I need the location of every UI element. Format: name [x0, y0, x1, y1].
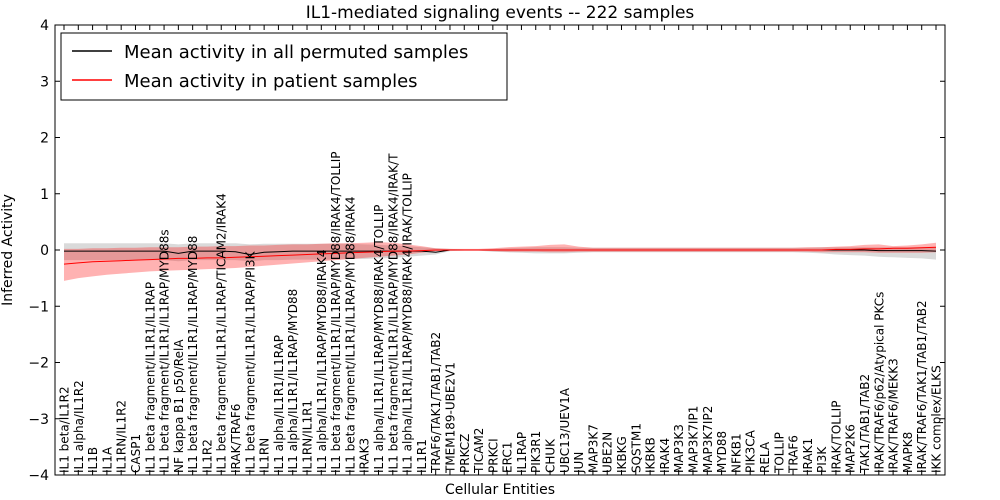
x-tick-label: MYD88	[715, 431, 729, 473]
x-tick-label: MAP3K7IP1	[687, 406, 701, 473]
y-tick-label: 2	[40, 131, 49, 147]
x-tick-label: IKK complex/ELKS	[930, 365, 944, 473]
x-tick-label: IL1 beta fragment/IL1R1/IL1RAP/MYD88/IRA…	[343, 196, 357, 473]
x-tick-label: PIK3CA	[744, 429, 758, 473]
y-tick-label: 3	[40, 74, 49, 90]
y-tick-label: −4	[28, 468, 49, 484]
x-tick-label: IL1 beta fragment/IL1R1/IL1RAP/TICAM2/IR…	[215, 193, 229, 473]
x-tick-label: IL1 alpha/IL1R1/IL1RAP/MYD88/IRAK4	[315, 250, 329, 473]
x-tick-label: IL1RAP	[515, 432, 529, 473]
x-tick-label: IRAK/TRAF6	[229, 404, 243, 473]
x-tick-label: IRAK/TRAF6/MEKK3	[887, 358, 901, 473]
x-tick-label: IL1RN	[258, 438, 272, 473]
x-tick-label: IL1 alpha/IL1R1/IL1RAP/MYD88/IRAK4/IRAK/…	[401, 173, 415, 473]
x-tick-label: IRAK/TRAF6/TAK1/TAB1/TAB2	[915, 300, 929, 473]
x-tick-label: PRKCI	[486, 438, 500, 473]
x-tick-label: MAP3K3	[672, 424, 686, 473]
legend: Mean activity in all permuted samples Me…	[60, 32, 508, 101]
y-tick-label: −1	[28, 299, 49, 315]
series-lines	[63, 246, 937, 265]
x-tick-label: IL1A	[100, 446, 114, 473]
x-tick-label: IL1 alpha/IL1R2	[72, 380, 86, 473]
x-tick-label: IRAK/TRAF6/p62/Atypical PKCs	[872, 292, 886, 473]
x-axis: IL1 beta/IL1R2 IL1 alpha/IL1R2 IL1B IL1A IL1…	[58, 25, 944, 475]
x-tick-label: UBE2N	[601, 432, 615, 473]
chart-title: IL1-mediated signaling events -- 222 sam…	[306, 3, 695, 23]
x-tick-label: TRAF6	[787, 435, 801, 474]
legend-box	[60, 32, 508, 101]
x-tick-label: JUN	[572, 452, 586, 474]
x-tick-label: MAPK8	[901, 432, 915, 473]
legend-label-patient: Mean activity in patient samples	[124, 71, 418, 92]
x-tick-label: MAP3K7	[586, 424, 600, 473]
x-tick-label: IL1 alpha/IL1R1/IL1RAP/MYD88/IRAK4/TOLLI…	[372, 205, 386, 473]
x-tick-label: MAP3K7IP2	[701, 406, 715, 473]
x-tick-label: IRAK1	[801, 438, 815, 473]
x-tick-label: MAP2K6	[844, 424, 858, 473]
x-tick-label: IL1B	[86, 447, 100, 473]
x-tick-label: IL1 alpha/IL1R1/IL1RAP/MYD88	[286, 289, 300, 473]
x-tick-label: IL1R1	[415, 439, 429, 473]
x-tick-label: IL1 beta fragment/IL1R1/IL1RAP/MYD88/IRA…	[386, 153, 400, 473]
y-tick-label: 0	[40, 243, 49, 259]
x-tick-label: IL1 beta fragment/IL1R1/IL1RAP/MYD88	[186, 236, 200, 473]
x-tick-label: IL1 beta fragment/IL1R1/IL1RAP/MYD88s	[158, 229, 172, 473]
x-tick-label: SQSTM1	[629, 423, 643, 473]
y-axis-label: Inferred Activity	[0, 194, 16, 306]
x-tick-label: PIK3R1	[529, 431, 543, 473]
x-tick-label: IRAK3	[358, 438, 372, 473]
x-tick-label: IL1R2	[201, 439, 215, 473]
x-tick-label: IL1RN/IL1R1	[301, 400, 315, 473]
x-tick-label: PI3K	[815, 446, 829, 473]
line-patient	[63, 246, 937, 265]
x-tick-label: IKBKG	[615, 436, 629, 473]
x-tick-label: IRAK4	[658, 438, 672, 473]
x-tick-label: PRKCZ	[458, 434, 472, 473]
y-tick-label: 4	[40, 18, 49, 34]
x-tick-label: TRAF6/TAK1/TAB1/TAB2	[429, 332, 443, 474]
x-tick-label: IL1 alpha/IL1R1/IL1RAP	[272, 335, 286, 473]
x-tick-label: TICAM2	[472, 428, 486, 474]
y-tick-label: −2	[28, 356, 49, 372]
legend-label-permuted: Mean activity in all permuted samples	[124, 42, 468, 63]
x-tick-label: CASP1	[129, 434, 143, 473]
x-tick-label: IL1RN/IL1R2	[115, 400, 129, 473]
x-tick-label: NF kappa B1 p50/RelA	[172, 339, 186, 473]
y-tick-label: 1	[40, 187, 49, 203]
x-tick-label: RELA	[758, 441, 772, 473]
band-permuted	[64, 243, 936, 262]
x-tick-label: IL1 beta/IL1R2	[58, 386, 72, 473]
x-tick-label: TOLLIP	[772, 432, 786, 474]
x-tick-label: ERC1	[501, 442, 515, 473]
x-tick-label: IL1 beta fragment/IL1R1/IL1RAP/PI3K	[243, 250, 257, 473]
y-tick-label: −3	[28, 412, 49, 428]
x-tick-label: NFKB1	[729, 433, 743, 473]
x-tick-label: CHUK	[544, 438, 558, 473]
x-tick-label: IL1 beta fragment/IL1R1/IL1RAP/MYD88/IRA…	[329, 152, 343, 473]
x-tick-label: UBC13/UEV1A	[558, 387, 572, 473]
x-tick-label: IKBKB	[644, 437, 658, 473]
x-axis-label: Cellular Entities	[445, 482, 555, 498]
x-tick-label: IL1 beta fragment/IL1R1/IL1RAP	[143, 282, 157, 473]
y-axis: −4 −3 −2 −1 0 1 2 3 4	[28, 18, 945, 484]
x-tick-label: TMEM189-UBE2V1	[444, 362, 458, 474]
x-tick-label: TAK1/TAB1/TAB2	[858, 374, 872, 474]
x-tick-label: IRAK/TOLLIP	[829, 401, 843, 473]
